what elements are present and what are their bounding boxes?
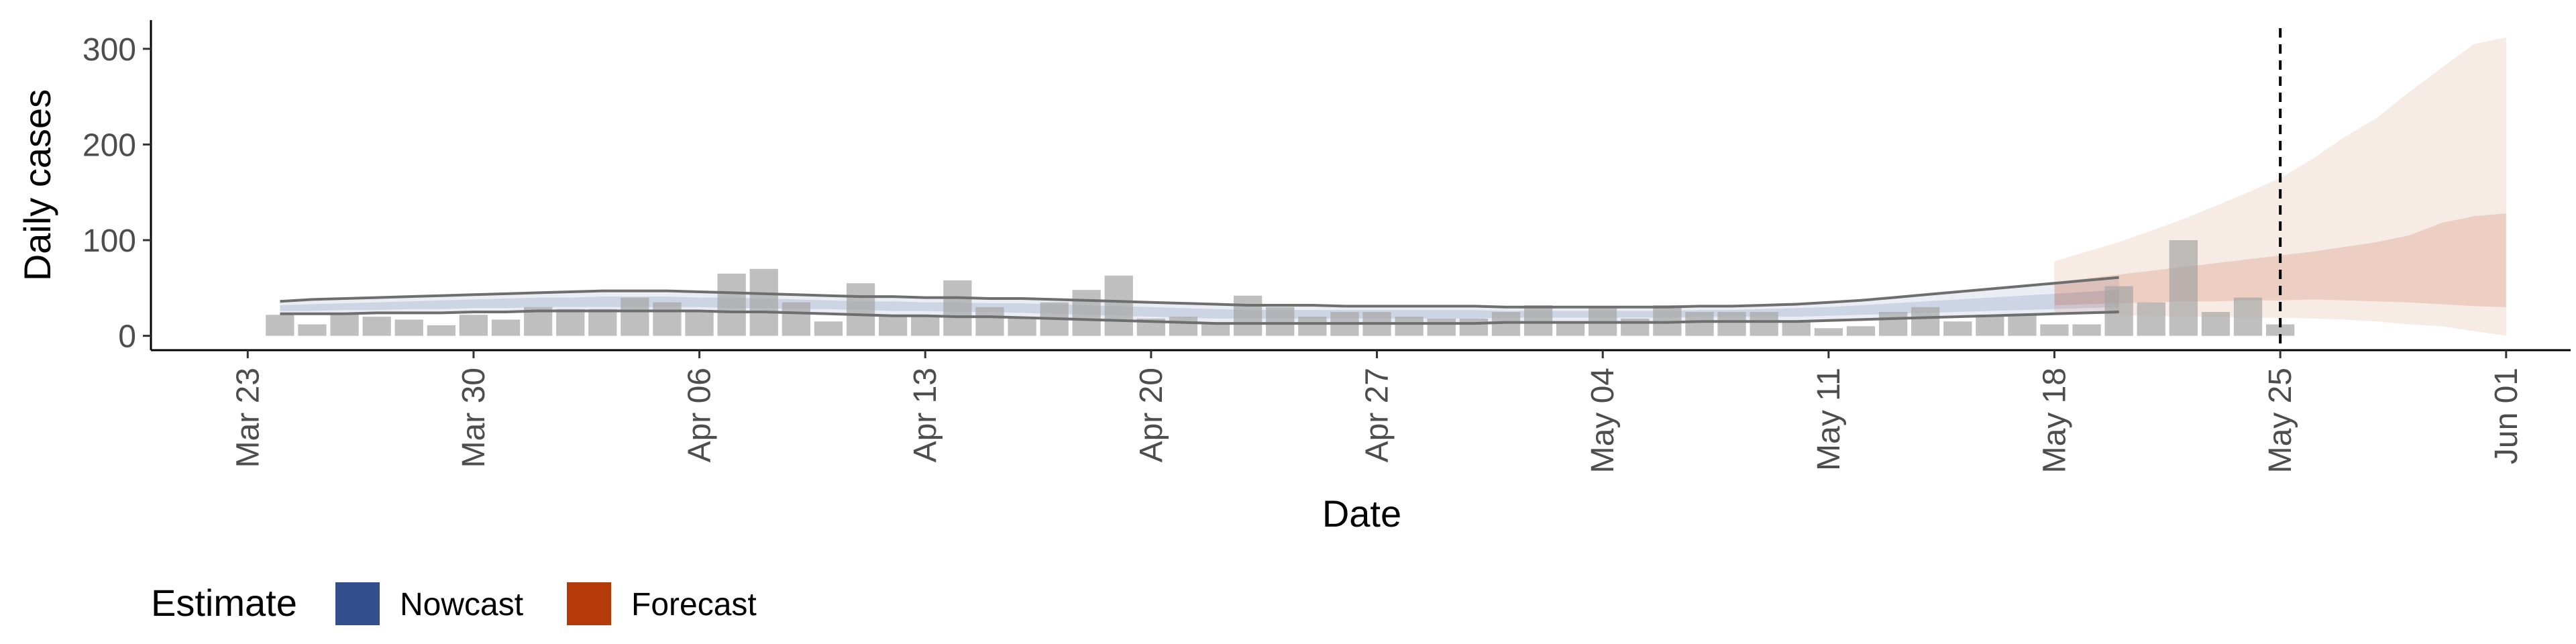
axes: [150, 20, 2571, 352]
legend-key: [567, 582, 611, 625]
y-tick-label: 300: [83, 32, 136, 68]
case-bar: [362, 317, 391, 336]
case-bar: [782, 302, 810, 336]
case-bar: [975, 307, 1004, 336]
case-bar: [1266, 307, 1295, 336]
case-bar: [621, 297, 649, 336]
case-bar: [1169, 317, 1198, 336]
case-bar: [2008, 315, 2037, 336]
case-bar: [1878, 312, 1908, 336]
x-tick-label: May 11: [1811, 368, 1847, 471]
case-bar: [1685, 312, 1714, 336]
case-bar: [2201, 312, 2231, 336]
case-bar: [1782, 321, 1811, 336]
y-axis-title: Daily cases: [16, 89, 58, 281]
case-bar: [1814, 328, 1843, 336]
nowcast-lower-line: [280, 309, 2119, 325]
x-tick-label: May 18: [2037, 368, 2073, 473]
case-bar: [1072, 290, 1101, 336]
nowcast-upper-line: [280, 276, 2119, 309]
case-bar: [1943, 321, 1972, 336]
case-bar: [394, 319, 423, 336]
case-bar: [2040, 324, 2069, 336]
case-bar: [2137, 302, 2165, 336]
case-bar: [911, 315, 940, 336]
x-axis-title: Date: [1322, 492, 1401, 535]
case-bar: [814, 321, 843, 336]
case-bar: [298, 324, 327, 336]
case-bar: [846, 283, 875, 336]
case-bar: [1104, 275, 1133, 336]
x-tick-label: Apr 20: [1134, 368, 1169, 462]
case-bar: [1395, 317, 1424, 336]
x-tick-label: Apr 13: [908, 368, 943, 462]
x-tick-label: Mar 23: [230, 368, 266, 468]
legend-title: Estimate: [151, 582, 297, 624]
case-bar: [1234, 295, 1263, 336]
case-bar: [879, 315, 908, 336]
forecast-outer-band: [2054, 37, 2506, 336]
legend-label: Nowcast: [400, 587, 523, 623]
y-tick-label: 0: [118, 319, 136, 355]
case-bar: [685, 312, 714, 336]
legend-label: Forecast: [631, 587, 757, 623]
x-tick-label: May 25: [2263, 368, 2298, 473]
legend: Estimate Nowcast Forecast: [151, 582, 757, 625]
case-bar: [749, 268, 778, 336]
legend-key: [335, 582, 380, 625]
case-bar: [1653, 305, 1682, 336]
case-bar: [427, 325, 455, 336]
case-bar: [1556, 321, 1585, 336]
case-bar: [266, 315, 294, 336]
case-bar: [1911, 307, 1940, 336]
case-bar: [2266, 324, 2295, 336]
case-bar: [1846, 326, 1876, 336]
case-bar: [1201, 324, 1230, 336]
case-bar: [2072, 324, 2101, 336]
case-bar: [1298, 317, 1327, 336]
plot-area: [266, 28, 2506, 350]
y-tick-label: 100: [83, 223, 136, 259]
case-bar: [1717, 312, 1746, 336]
case-bar: [588, 309, 617, 336]
case-bar: [330, 313, 359, 336]
x-tick-label: Jun 01: [2489, 368, 2524, 464]
y-tick-label: 200: [83, 127, 136, 163]
case-bar: [1427, 318, 1456, 336]
case-bar: [653, 302, 682, 336]
case-bar: [1750, 312, 1778, 336]
case-bar: [491, 319, 521, 336]
case-bar: [1523, 305, 1553, 336]
case-bar: [2233, 297, 2263, 336]
case-bar: [943, 280, 972, 336]
case-bar: [1008, 318, 1036, 336]
x-tick-label: Mar 30: [456, 368, 492, 468]
case-bar: [1459, 318, 1488, 336]
ticks: 0 100 200 300 Mar 23 Mar 30 Apr 06 Apr 13 Apr 20…: [83, 32, 2524, 474]
case-bar: [556, 309, 585, 336]
x-tick-label: Apr 27: [1360, 368, 1395, 462]
case-bar: [2169, 240, 2198, 336]
x-tick-label: Apr 06: [682, 368, 718, 462]
case-bar: [1976, 315, 2004, 336]
case-bar: [717, 273, 746, 336]
x-tick-label: May 04: [1585, 368, 1621, 473]
case-bar: [459, 315, 488, 336]
